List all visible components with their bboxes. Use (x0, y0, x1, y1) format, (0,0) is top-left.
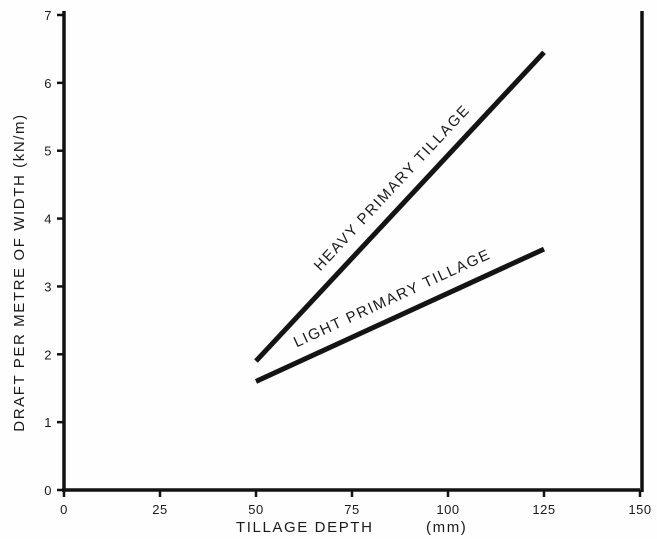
x-axis-title: TILLAGE DEPTH (236, 519, 374, 536)
x-tick-label: 75 (344, 502, 359, 517)
y-tick-label: 7 (44, 8, 52, 23)
y-axis-title: DRAFT PER METRE OF WIDTH (kN/m) (11, 113, 28, 431)
x-tick-label: 25 (152, 502, 167, 517)
x-tick-label: 100 (436, 502, 459, 517)
x-tick-label: 150 (628, 502, 651, 517)
labels: TILLAGE DEPTH (mm) DRAFT PER METRE OF WIDT… (11, 101, 494, 536)
x-tick-label: 125 (532, 502, 555, 517)
y-tick-label: 1 (44, 415, 52, 430)
x-tick-label: 0 (60, 502, 68, 517)
x-axis-unit: (mm) (426, 519, 467, 536)
heavy-series-label: HEAVY PRIMARY TILLAGE (311, 101, 474, 274)
heavy-tillage-line (254, 50, 546, 363)
series-lines (254, 50, 546, 384)
ticks: 0 1 2 3 4 5 6 7 0 25 50 75 100 125 150 (44, 8, 651, 517)
y-tick-label: 4 (44, 212, 52, 227)
axes (62, 11, 644, 492)
y-tick-label: 6 (44, 76, 52, 91)
x-tick-label: 50 (248, 502, 263, 517)
y-tick-label: 5 (44, 144, 52, 159)
y-tick-label: 0 (44, 483, 52, 498)
y-tick-label: 3 (44, 279, 52, 294)
y-tick-label: 2 (44, 347, 52, 362)
light-tillage-line (254, 246, 546, 384)
